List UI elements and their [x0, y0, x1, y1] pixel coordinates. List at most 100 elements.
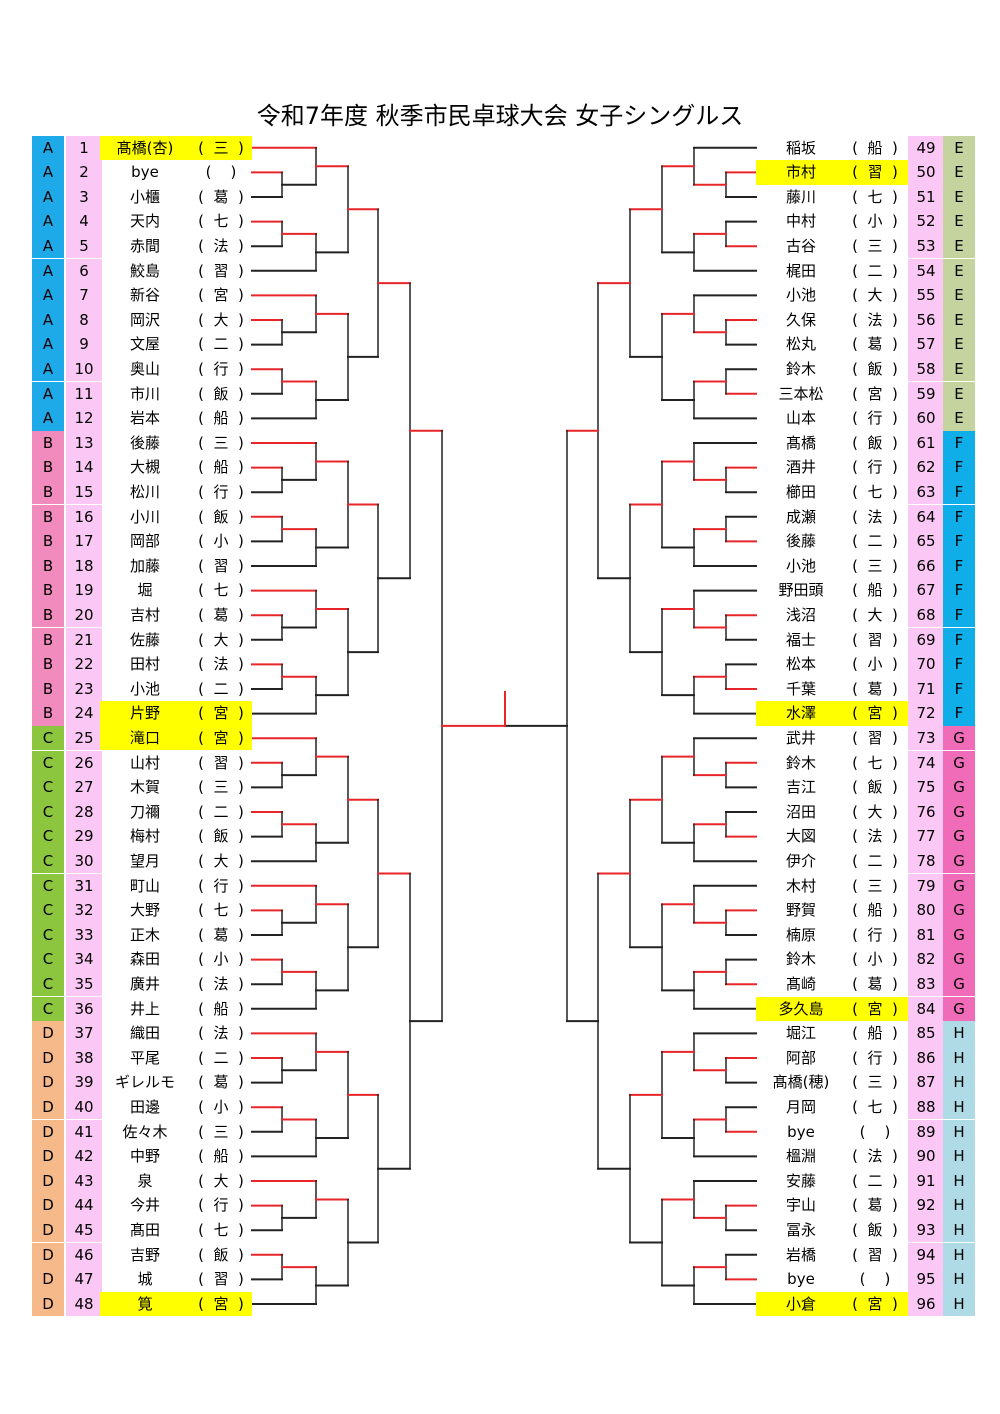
entry-number: 62	[908, 455, 944, 480]
block-label: G	[943, 996, 975, 1022]
player-name: 市村	[785, 163, 816, 182]
entry-number: 24	[66, 701, 102, 726]
player-name: 鈴木	[785, 950, 816, 969]
block-label: E	[943, 381, 975, 407]
entry-row: 後藤 ( 二 ) 65 F	[0, 529, 1000, 554]
club-affiliation: ( 習 )	[198, 261, 244, 280]
block-label: D	[32, 1119, 64, 1145]
entry-row: A 10 奥山 ( 行 )	[0, 356, 260, 382]
entry-row: 小池 ( 大 ) 55 E	[0, 283, 1000, 308]
entry-row: bye ( ) 89 H	[0, 1119, 1000, 1145]
entry-row: 野田頭 ( 船 ) 67 F	[0, 578, 1000, 603]
entry-number: 56	[908, 307, 944, 333]
entry-row: D 45 髙田 ( 七 )	[0, 1217, 260, 1243]
entry-row: B 23 小池 ( 二 )	[0, 676, 260, 702]
block-label: A	[32, 307, 64, 333]
block-label: H	[943, 1021, 975, 1046]
club-code: 法	[213, 974, 229, 993]
block-label: A	[32, 233, 64, 259]
club-affiliation: ( 葛 )	[852, 679, 898, 698]
club-affiliation: ( 船 )	[852, 138, 898, 157]
entry-row: D 38 平尾 ( 二 )	[0, 1045, 260, 1071]
club-code: 三	[213, 138, 229, 157]
player-name: 大野	[129, 901, 160, 920]
club-affiliation: ( 七 )	[198, 581, 244, 600]
block-label: F	[943, 676, 975, 702]
entry-row: D 43 泉 ( 大 )	[0, 1168, 260, 1194]
entry-number: 90	[908, 1144, 944, 1169]
entry-number: 45	[66, 1217, 102, 1243]
entry-row: 髙崎 ( 葛 ) 83 G	[0, 971, 1000, 997]
club-code: 行	[867, 1048, 883, 1067]
club-affiliation: ( 宮 )	[198, 286, 244, 305]
entry-number: 4	[66, 209, 102, 234]
entry-row: 浅沼 ( 大 ) 68 F	[0, 602, 1000, 628]
entry-number: 20	[66, 602, 102, 628]
club-affiliation: ( 宮 )	[852, 999, 898, 1018]
club-affiliation: ( )	[205, 163, 237, 182]
player-name: 奥山	[129, 359, 160, 378]
entry-number: 48	[66, 1291, 102, 1317]
entry-row: A 8 岡沢 ( 大 )	[0, 307, 260, 333]
club-affiliation: ( 船 )	[198, 409, 244, 428]
player-name: ギレルモ	[114, 1073, 175, 1092]
block-label: C	[32, 725, 64, 751]
entry-number: 61	[908, 430, 944, 456]
player-name: 山本	[785, 409, 816, 428]
player-name: bye	[131, 163, 159, 182]
entry-row: 髙橋 ( 飯 ) 61 F	[0, 430, 1000, 456]
club-affiliation: ( 習 )	[852, 1245, 898, 1264]
entry-number: 76	[908, 799, 944, 825]
club-code: 飯	[867, 1220, 883, 1239]
entry-row: 多久島 ( 宮 ) 84 G	[0, 996, 1000, 1022]
club-affiliation: ( 行 )	[198, 1196, 244, 1215]
entry-number: 58	[908, 356, 944, 382]
club-affiliation: ( 二 )	[198, 1048, 244, 1067]
player-name: 鈴木	[785, 359, 816, 378]
club-code: 二	[867, 1171, 883, 1190]
block-label: C	[32, 898, 64, 923]
club-code: 船	[213, 458, 229, 477]
player-name: 市川	[129, 384, 160, 403]
club-code: 小	[867, 655, 883, 674]
player-name: 山村	[129, 753, 160, 772]
entry-number: 27	[66, 775, 102, 800]
entry-row: A 7 新谷 ( 宮 )	[0, 283, 260, 308]
player-name: 櫛田	[785, 482, 816, 501]
club-affiliation: ( 大 )	[852, 286, 898, 305]
player-name: 森田	[129, 950, 160, 969]
player-name: 髙田	[129, 1220, 160, 1239]
entry-number: 40	[66, 1094, 102, 1120]
entry-row: A 1 髙橋(杏) ( 三 )	[0, 135, 260, 161]
club-affiliation: ( 行 )	[852, 925, 898, 944]
entry-row: B 22 田村 ( 法 )	[0, 652, 260, 677]
club-code: 七	[213, 901, 229, 920]
player-name: 田村	[129, 655, 160, 674]
block-label: D	[32, 1291, 64, 1317]
block-label: D	[32, 1021, 64, 1046]
entry-number: 15	[66, 479, 102, 505]
block-label: A	[32, 160, 64, 185]
entry-number: 9	[66, 332, 102, 357]
entry-number: 66	[908, 553, 944, 579]
block-label: E	[943, 184, 975, 210]
club-affiliation: ( 大 )	[198, 1171, 244, 1190]
entry-number: 34	[66, 947, 102, 972]
club-code: 葛	[213, 187, 229, 206]
entry-row: 安藤 ( 二 ) 91 H	[0, 1168, 1000, 1194]
entry-row: 野賀 ( 船 ) 80 G	[0, 898, 1000, 923]
club-affiliation: ( 飯 )	[852, 1220, 898, 1239]
entry-row: 沼田 ( 大 ) 76 G	[0, 799, 1000, 825]
club-affiliation: ( 飯 )	[852, 359, 898, 378]
player-name: 小池	[785, 556, 816, 575]
player-name: 今井	[129, 1196, 160, 1215]
block-label: H	[943, 1094, 975, 1120]
entry-row: D 41 佐々木 ( 三 )	[0, 1119, 260, 1145]
club-code: 小	[867, 212, 883, 231]
block-label: A	[32, 258, 64, 284]
player-name: 多久島	[778, 999, 824, 1018]
block-label: D	[32, 1168, 64, 1194]
player-name: 岩橋	[785, 1245, 816, 1264]
entry-row: 福士 ( 習 ) 69 F	[0, 627, 1000, 653]
block-label: H	[943, 1045, 975, 1071]
